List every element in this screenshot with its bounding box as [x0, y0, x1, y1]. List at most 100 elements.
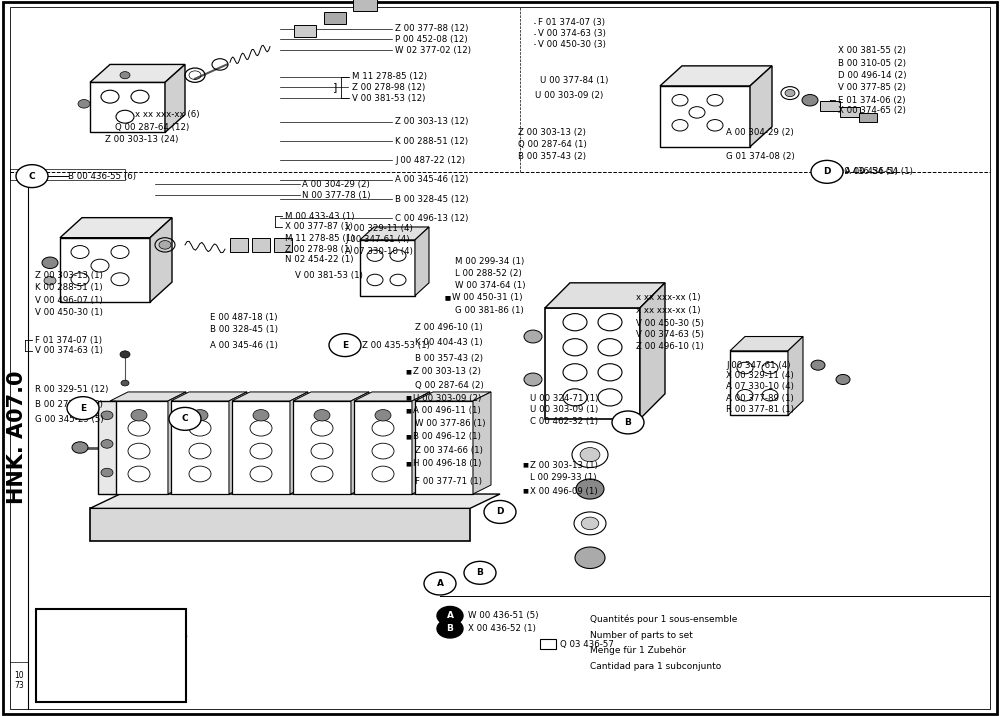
- Text: B 00 328-45 (12): B 00 328-45 (12): [395, 195, 468, 203]
- Polygon shape: [660, 86, 750, 147]
- Circle shape: [101, 440, 113, 448]
- Text: ■: ■: [405, 409, 411, 413]
- Text: ■: ■: [522, 489, 528, 493]
- Text: X 00 496-09 (1): X 00 496-09 (1): [530, 487, 598, 495]
- Text: x xx xxx-xx (1): x xx xxx-xx (1): [636, 294, 700, 302]
- Circle shape: [598, 389, 622, 406]
- Circle shape: [581, 517, 599, 530]
- Polygon shape: [90, 508, 470, 541]
- Circle shape: [437, 606, 463, 625]
- Polygon shape: [660, 66, 772, 86]
- Circle shape: [250, 443, 272, 459]
- Circle shape: [314, 410, 330, 421]
- Polygon shape: [820, 101, 840, 111]
- Text: W 00 374-64 (1): W 00 374-64 (1): [455, 281, 526, 290]
- Circle shape: [101, 90, 119, 103]
- Text: E 01 374-06 (2): E 01 374-06 (2): [838, 96, 906, 105]
- Polygon shape: [171, 392, 247, 401]
- Circle shape: [189, 466, 211, 482]
- Circle shape: [329, 334, 361, 357]
- Text: X 00 374-65 (2): X 00 374-65 (2): [838, 107, 906, 115]
- Text: V 00 374-63 (5): V 00 374-63 (5): [636, 330, 704, 339]
- Bar: [540, 639, 556, 649]
- Circle shape: [811, 160, 843, 183]
- Circle shape: [120, 351, 130, 358]
- Text: ]: ]: [333, 82, 337, 92]
- Text: C: C: [182, 415, 188, 423]
- Polygon shape: [730, 337, 803, 351]
- Polygon shape: [90, 494, 500, 508]
- Text: A 00 436-54 (1): A 00 436-54 (1): [845, 168, 913, 176]
- Circle shape: [372, 420, 394, 436]
- Polygon shape: [60, 218, 172, 238]
- Text: A: A: [446, 611, 454, 620]
- Text: x xx xxx-xx (1): x xx xxx-xx (1): [636, 306, 700, 314]
- Text: Z 00 303-13 (12): Z 00 303-13 (12): [395, 117, 468, 126]
- Circle shape: [67, 397, 99, 420]
- Circle shape: [311, 443, 333, 459]
- Circle shape: [311, 466, 333, 482]
- Text: F 00 377-71 (1): F 00 377-71 (1): [415, 477, 482, 485]
- Circle shape: [762, 362, 778, 374]
- Text: V 00 374-63 (3): V 00 374-63 (3): [538, 29, 606, 38]
- Polygon shape: [415, 401, 473, 494]
- Circle shape: [72, 442, 88, 453]
- Text: SELECTOR BLOCK: SELECTOR BLOCK: [40, 654, 111, 663]
- Text: 73: 73: [14, 682, 24, 690]
- Circle shape: [424, 572, 456, 595]
- Circle shape: [189, 420, 211, 436]
- Circle shape: [131, 410, 147, 421]
- Text: V 00 450-30 (1): V 00 450-30 (1): [35, 309, 103, 317]
- Circle shape: [159, 241, 171, 249]
- Text: Quantités pour 1 sous-ensemble: Quantités pour 1 sous-ensemble: [590, 614, 737, 624]
- Text: A 00 304-29 (2): A 00 304-29 (2): [302, 180, 370, 188]
- Text: Z 00 496-10 (1): Z 00 496-10 (1): [415, 323, 483, 332]
- Text: J 00 347-61 (4): J 00 347-61 (4): [726, 361, 790, 369]
- Polygon shape: [730, 351, 788, 415]
- Circle shape: [762, 390, 778, 401]
- Text: D 00 496-14 (2): D 00 496-14 (2): [838, 71, 906, 79]
- Circle shape: [91, 259, 109, 272]
- Circle shape: [563, 364, 587, 381]
- Polygon shape: [859, 113, 877, 122]
- Text: Z 00 374-66 (1): Z 00 374-66 (1): [415, 446, 483, 455]
- Text: B: B: [625, 418, 631, 427]
- Text: V 00 496-07 (1): V 00 496-07 (1): [35, 296, 103, 305]
- Polygon shape: [229, 392, 247, 494]
- Text: ■: ■: [405, 435, 411, 439]
- Text: C 00 496-13 (12): C 00 496-13 (12): [395, 214, 468, 223]
- Text: E: E: [342, 341, 348, 349]
- Text: P 00 452-08 (12): P 00 452-08 (12): [395, 35, 468, 44]
- Circle shape: [128, 443, 150, 459]
- Bar: [10, 169, 125, 180]
- Text: B 00 328-45 (1): B 00 328-45 (1): [210, 325, 278, 334]
- Text: G 00 345-29 (5): G 00 345-29 (5): [35, 415, 104, 424]
- Circle shape: [128, 420, 150, 436]
- Text: C: C: [29, 172, 35, 180]
- Text: Z 00 377-88 (12): Z 00 377-88 (12): [395, 24, 468, 33]
- Circle shape: [737, 390, 753, 401]
- Circle shape: [707, 95, 723, 106]
- Circle shape: [71, 246, 89, 258]
- Text: V 00 381-53 (1): V 00 381-53 (1): [295, 271, 363, 280]
- Circle shape: [367, 250, 383, 261]
- Text: H 00 496-18 (1): H 00 496-18 (1): [413, 460, 481, 468]
- Circle shape: [128, 466, 150, 482]
- Text: Z 00 278-98 (1): Z 00 278-98 (1): [285, 245, 353, 253]
- Text: X 00 329-11 (4): X 00 329-11 (4): [345, 224, 413, 233]
- Text: G 00436-14: G 00436-14: [40, 616, 126, 629]
- Circle shape: [367, 274, 383, 286]
- Text: X 00 329-11 (4): X 00 329-11 (4): [726, 371, 794, 379]
- Text: A 00 436-54 (1): A 00 436-54 (1): [830, 168, 898, 176]
- Polygon shape: [473, 392, 491, 494]
- Text: U 00 303-09 (2): U 00 303-09 (2): [535, 91, 603, 100]
- Circle shape: [253, 410, 269, 421]
- Text: G 00 381-86 (1): G 00 381-86 (1): [455, 306, 524, 314]
- Text: U 00 303-09 (1): U 00 303-09 (1): [530, 405, 598, 414]
- Polygon shape: [545, 308, 640, 419]
- Polygon shape: [545, 283, 665, 308]
- Polygon shape: [353, 0, 377, 11]
- Text: M 00 433-43 (1): M 00 433-43 (1): [285, 212, 354, 221]
- Circle shape: [563, 389, 587, 406]
- Text: ■: ■: [522, 463, 528, 468]
